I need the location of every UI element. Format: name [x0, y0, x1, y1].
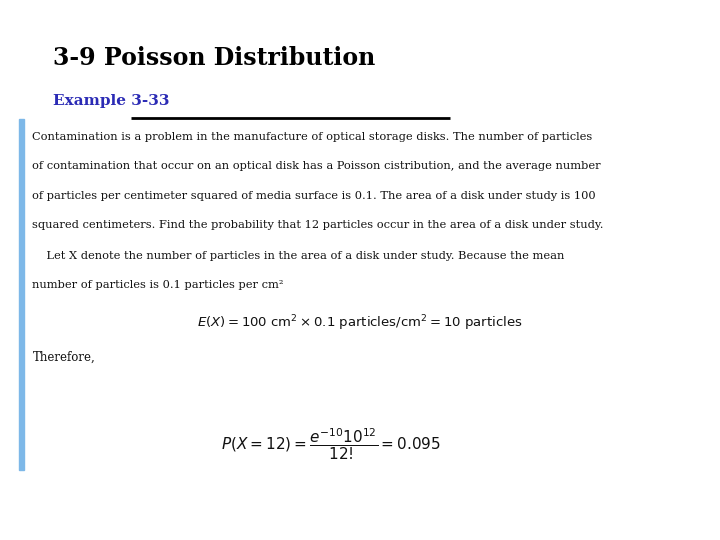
Text: Therefore,: Therefore, — [32, 351, 95, 364]
Text: Example 3-33: Example 3-33 — [53, 94, 169, 109]
Text: Contamination is a problem in the manufacture of optical storage disks. The numb: Contamination is a problem in the manufa… — [32, 132, 593, 143]
Text: of contamination that occur on an optical disk has a Poisson сistribution, and t: of contamination that occur on an optica… — [32, 161, 601, 172]
Text: number of particles is 0.1 particles per cm²: number of particles is 0.1 particles per… — [32, 280, 284, 291]
Text: Let X denote the number of particles in the area of a disk under study. Because : Let X denote the number of particles in … — [32, 251, 564, 261]
Text: of particles per centimeter squared of media surface is 0.1. The area of a disk : of particles per centimeter squared of m… — [32, 191, 596, 201]
Text: squared centimeters. Find the probability that 12 particles occur in the area of: squared centimeters. Find the probabilit… — [32, 220, 604, 230]
Text: $E(X) = 100\ \mathrm{cm}^2 \times 0.1\ \mathrm{particles/cm}^2 = 10\ \mathrm{par: $E(X) = 100\ \mathrm{cm}^2 \times 0.1\ \… — [197, 313, 523, 333]
Text: 3-9 Poisson Distribution: 3-9 Poisson Distribution — [53, 46, 375, 70]
Text: $P(X = 12) = \dfrac{e^{-10}10^{12}}{12!} = 0.095$: $P(X = 12) = \dfrac{e^{-10}10^{12}}{12!}… — [221, 427, 441, 462]
